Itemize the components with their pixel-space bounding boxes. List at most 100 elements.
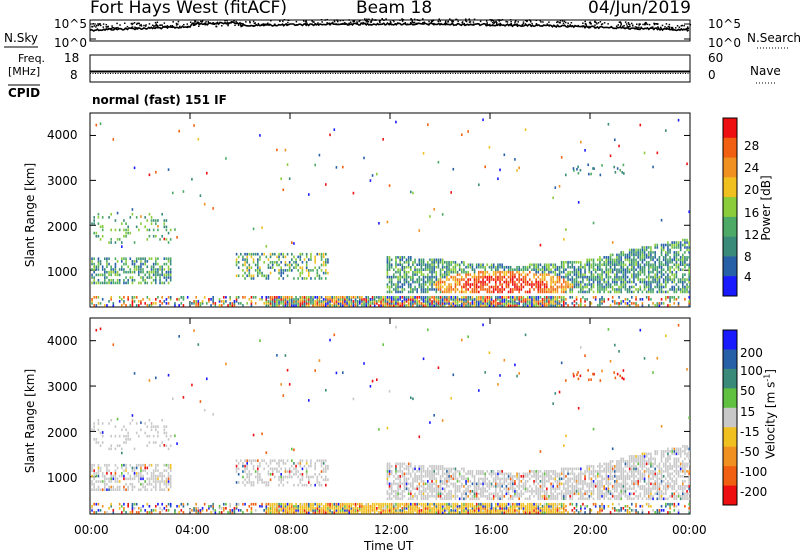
- power-cell: [244, 260, 246, 264]
- power-cell: [369, 179, 372, 182]
- velocity-cell: [512, 477, 514, 481]
- noise-search-point: [667, 25, 670, 28]
- velocity-cell: [433, 482, 435, 486]
- velocity-cell: [495, 492, 497, 496]
- velocity-cbar-tick: -200: [740, 485, 768, 499]
- velocity-cell: [116, 466, 119, 470]
- velocity-cell: [407, 497, 410, 501]
- power-ytick-3000: 3000: [47, 174, 78, 188]
- power-cell: [531, 296, 533, 299]
- velocity-cell: [535, 477, 537, 481]
- noise-search-point: [198, 22, 200, 25]
- velocity-cell: [433, 509, 435, 512]
- power-cell: [244, 296, 246, 299]
- velocity-cell: [91, 504, 93, 508]
- power-cell: [507, 300, 510, 303]
- power-cell: [492, 300, 495, 303]
- power-cell: [267, 277, 270, 280]
- velocity-cell: [320, 509, 323, 512]
- velocity-cell: [271, 511, 274, 514]
- velocity-cell: [378, 428, 380, 431]
- velocity-cell: [167, 447, 170, 451]
- power-cell: [412, 191, 414, 195]
- power-cell: [138, 270, 140, 274]
- power-cell: [165, 225, 168, 229]
- power-cell: [257, 258, 259, 261]
- power-cell: [384, 302, 387, 305]
- power-cell: [93, 219, 95, 222]
- power-cell: [339, 300, 342, 303]
- power-cell: [486, 296, 489, 299]
- power-cell: [492, 288, 495, 291]
- velocity-cell: [152, 509, 155, 512]
- power-cell: [484, 280, 486, 284]
- velocity-cell: [403, 477, 406, 481]
- nave-label: Nave: [750, 64, 781, 78]
- velocity-cell: [254, 459, 257, 462]
- velocity-cell: [346, 509, 348, 512]
- power-cell: [390, 278, 393, 281]
- noise-search-point: [97, 23, 99, 25]
- power-cell: [552, 290, 554, 294]
- velocity-cell: [386, 489, 389, 493]
- power-cell: [509, 278, 512, 281]
- power-cell: [518, 166, 520, 170]
- velocity-cell: [393, 475, 395, 478]
- noise-search-point: [423, 21, 426, 23]
- power-cell: [471, 302, 474, 305]
- velocity-cell: [390, 511, 393, 514]
- power-cell: [148, 212, 151, 216]
- velocity-cell: [301, 478, 304, 482]
- power-cell: [497, 268, 499, 272]
- power-cell: [448, 288, 450, 291]
- velocity-cell: [407, 489, 410, 493]
- power-cell: [195, 300, 197, 303]
- power-cell: [407, 290, 410, 294]
- velocity-cell: [471, 472, 474, 476]
- power-cell: [180, 302, 183, 305]
- power-cell: [148, 234, 151, 238]
- power-cell: [140, 268, 142, 271]
- power-cell: [261, 298, 263, 301]
- power-cell: [565, 228, 567, 231]
- power-cell: [259, 271, 261, 275]
- noise-search-point: [624, 21, 627, 23]
- power-cell: [242, 274, 244, 278]
- power-cell: [403, 304, 406, 307]
- noise-search-point: [288, 19, 290, 22]
- velocity-cell: [127, 504, 129, 508]
- power-cell: [552, 270, 554, 274]
- power-cell: [509, 296, 512, 299]
- power-cell: [550, 285, 552, 289]
- power-cell: [407, 265, 410, 269]
- power-cell: [441, 285, 444, 289]
- velocity-cell: [478, 487, 480, 491]
- velocity-cell: [161, 480, 163, 483]
- power-cell: [397, 288, 399, 291]
- noise-search-point: [627, 22, 630, 24]
- noise-search-point: [107, 25, 109, 28]
- velocity-cell: [473, 492, 476, 496]
- velocity-cell: [316, 504, 319, 508]
- velocity-cell: [495, 477, 497, 481]
- power-cell: [439, 280, 442, 284]
- velocity-cell: [429, 477, 431, 481]
- power-cell: [252, 277, 255, 280]
- power-cell: [163, 262, 166, 266]
- power-cell: [509, 304, 512, 307]
- power-cell: [138, 300, 140, 303]
- noise-search-point: [212, 22, 214, 24]
- power-cell: [556, 285, 559, 289]
- velocity-cell: [439, 494, 442, 498]
- power-cell: [386, 270, 389, 274]
- power-cell: [490, 300, 493, 303]
- power-cell: [152, 219, 155, 222]
- power-cell: [548, 265, 550, 269]
- velocity-cell: [435, 487, 438, 491]
- velocity-cell: [159, 480, 161, 483]
- power-cell: [244, 263, 246, 267]
- velocity-cell: [439, 509, 442, 512]
- power-cell: [214, 304, 217, 307]
- power-cell: [454, 290, 457, 294]
- power-cell: [539, 296, 542, 299]
